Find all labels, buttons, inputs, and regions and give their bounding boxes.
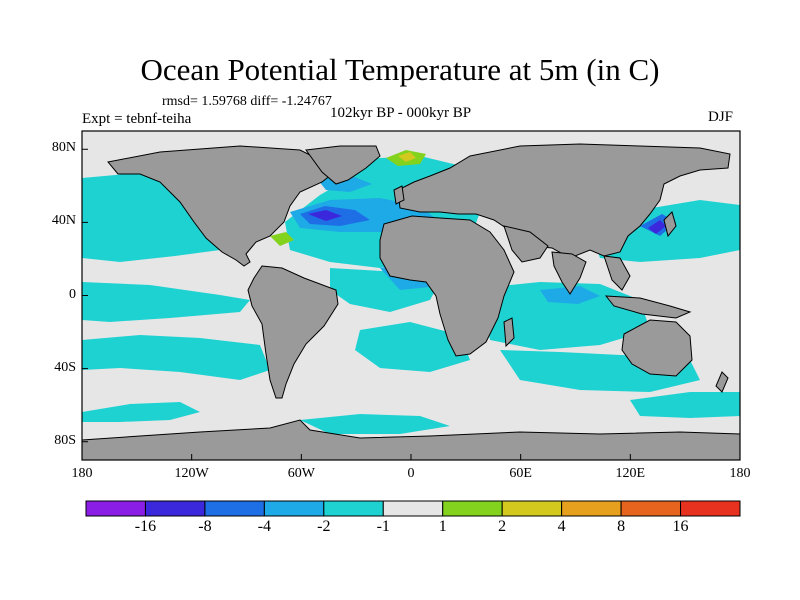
field-warm-nordic-core — [398, 152, 416, 162]
stats-text: rmsd= 1.59768 diff= -1.24767 — [162, 94, 332, 109]
y-tick-label: 0 — [69, 286, 76, 302]
y-tick-label: 80S — [54, 432, 76, 448]
colorbar-label: -2 — [317, 518, 331, 535]
land-japan — [663, 211, 677, 238]
colorbar-label: -4 — [257, 518, 272, 535]
colorbar-label: 1 — [438, 518, 447, 535]
land-south-america — [247, 265, 339, 399]
field-southern-ocean-central — [300, 414, 450, 434]
colorbar-swatch — [144, 500, 206, 517]
colorbar-label: 8 — [617, 518, 626, 535]
colorbar-swatch — [382, 500, 444, 517]
land-indonesia — [604, 295, 692, 319]
colorbar-label: 4 — [557, 518, 566, 535]
field-tropical-pacific — [82, 282, 250, 322]
land-new-zealand — [715, 371, 729, 393]
land-madagascar — [503, 317, 515, 348]
field-kuroshio-deep — [648, 220, 666, 234]
x-tick-label: 120W — [174, 466, 209, 481]
colorbar-label: -16 — [134, 518, 157, 535]
colorbar-swatch — [561, 500, 622, 517]
colorbar-swatch — [620, 500, 682, 517]
field-south-atlantic — [355, 322, 470, 372]
y-tick-label: 40N — [51, 213, 76, 229]
season-label: DJF — [708, 109, 734, 125]
colorbar-label: 2 — [498, 518, 507, 535]
land-southeast-asia — [603, 255, 631, 291]
x-tick-label: 60E — [509, 466, 532, 481]
field-indian-ocean — [480, 282, 650, 350]
land-australia — [621, 319, 693, 377]
field-southern-ocean-west — [82, 402, 200, 422]
colorbar-swatch — [323, 500, 384, 517]
x-tick-label: 60W — [287, 466, 315, 481]
field-indian-blue — [540, 286, 600, 304]
land-masses — [81, 143, 741, 461]
x-tick-label: 180 — [729, 466, 751, 481]
field-south-pacific — [82, 335, 270, 380]
field-southern-ocean-east — [630, 392, 740, 418]
field-warm-caribbean — [270, 232, 294, 246]
x-tick-label: 180 — [71, 466, 93, 481]
colorbar-label: 16 — [672, 518, 689, 535]
x-tick-label: 120E — [615, 466, 646, 481]
land-africa — [379, 215, 515, 357]
land-greenland — [305, 145, 381, 185]
colorbar-swatch — [501, 500, 563, 517]
colorbar-label: -8 — [198, 518, 212, 535]
land-europe-asia — [397, 143, 731, 259]
x-tick-label: 0 — [407, 466, 415, 481]
colorbar-swatch — [204, 500, 265, 517]
colorbar-label: -1 — [376, 518, 390, 535]
field-gulf-stream-deep — [308, 210, 342, 221]
land-india — [551, 251, 587, 295]
colorbar — [85, 500, 741, 517]
y-tick-label: 80N — [51, 140, 76, 156]
land-arabia — [503, 225, 549, 263]
period-label: 102kyr BP - 000kyr BP — [330, 105, 472, 121]
y-tick-label: 40S — [54, 359, 76, 375]
axis-ticks — [81, 148, 741, 460]
map-title: Ocean Potential Temperature at 5m (in C) — [140, 52, 660, 87]
colorbar-swatch — [263, 500, 325, 517]
colorbar-swatch — [680, 500, 741, 517]
experiment-label: Expt = tebnf-teiha — [82, 111, 192, 127]
colorbar-swatch — [442, 500, 503, 517]
colorbar-swatch — [85, 500, 146, 517]
land-uk — [393, 185, 405, 205]
